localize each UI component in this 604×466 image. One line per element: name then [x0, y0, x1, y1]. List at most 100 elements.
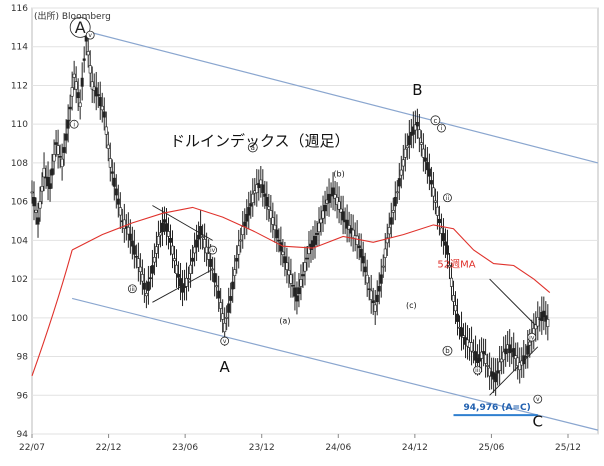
price-candle-body	[219, 302, 223, 309]
price-candle-body	[68, 106, 72, 110]
price-candle-body	[134, 256, 138, 258]
price-candle-body	[381, 265, 385, 268]
x-tick-label: 24/06	[325, 443, 351, 453]
price-candle-body	[365, 274, 369, 284]
price-candle-body	[225, 317, 229, 319]
price-candle-body	[331, 187, 335, 197]
y-tick-label: 102	[11, 275, 28, 285]
wave-labels: 94,976 (A=C)AABC(a)(b)(c)abcviiiiviviiii…	[69, 16, 543, 430]
price-candle-body	[411, 126, 415, 135]
wave-A-label: A	[220, 358, 231, 376]
price-bars	[30, 17, 550, 396]
price-candle-body	[156, 236, 160, 245]
price-candle-body	[339, 208, 343, 213]
price-candle-body	[90, 81, 94, 90]
price-candle-body	[395, 191, 399, 194]
price-candle-body	[323, 204, 327, 212]
grid	[31, 7, 599, 435]
price-candle-body	[480, 351, 484, 359]
price-candle-body	[421, 148, 425, 158]
x-tick-label: 23/06	[172, 443, 198, 453]
price-candle-body	[263, 193, 267, 197]
price-candle-body	[387, 227, 391, 235]
price-candle-body	[108, 158, 112, 168]
price-candle-body	[110, 171, 114, 174]
price-candle-body	[94, 87, 98, 97]
price-candle-body	[498, 361, 502, 371]
price-candle-body	[72, 73, 76, 78]
price-candle-body	[118, 207, 122, 216]
price-candle-body	[255, 184, 259, 194]
price-candle-body	[514, 355, 518, 359]
y-tick-label: 100	[11, 314, 28, 324]
price-candle-body	[289, 274, 293, 284]
roman-label-8-circle	[527, 332, 537, 342]
price-candle-body	[542, 310, 546, 318]
price-candle-body	[373, 304, 377, 312]
price-candle-body	[239, 239, 243, 242]
price-candle-body	[393, 197, 397, 207]
price-candle-body	[187, 278, 191, 280]
x-tick-label: 25/12	[555, 443, 581, 453]
price-candle-body	[32, 197, 36, 207]
price-candle-body	[453, 305, 457, 312]
price-candle-body	[142, 282, 146, 290]
x-tick-label: 22/12	[96, 443, 122, 453]
price-candle-body	[98, 97, 102, 107]
price-candle-body	[433, 200, 437, 203]
price-candle-body	[70, 87, 74, 97]
price-candle-body	[58, 156, 62, 158]
price-candle-body	[271, 217, 275, 225]
price-candle-body	[162, 219, 166, 223]
price-candle-body	[287, 270, 291, 276]
roman-label-5: i	[441, 125, 443, 132]
price-candle-body	[229, 296, 233, 301]
price-candle-body	[185, 277, 189, 287]
wave-A-circled-label-circle	[69, 16, 91, 38]
price-candle-body	[50, 168, 54, 176]
price-candle-body	[249, 203, 253, 207]
price-candle-body	[235, 257, 239, 262]
price-candle-body	[415, 121, 419, 127]
price-candle-body	[164, 223, 168, 232]
trend-lines	[71, 30, 599, 431]
price-candle-body	[136, 258, 140, 268]
price-candle-body	[112, 177, 116, 187]
price-candle-body	[335, 197, 339, 205]
price-candle-body	[516, 357, 520, 366]
price-candle-body	[78, 102, 82, 108]
sub-wave-a-label: (a)	[279, 317, 290, 326]
price-candle-body	[173, 258, 177, 262]
roman-label-5-circle	[437, 123, 446, 133]
price-candle-body	[437, 218, 441, 224]
price-candle-body	[193, 246, 197, 254]
roman-label-4: iv	[210, 247, 216, 254]
roman-label-1: i	[73, 121, 75, 128]
price-candle-body	[152, 257, 156, 263]
price-candle-body	[243, 221, 247, 227]
price-candle-body	[500, 358, 504, 363]
price-candle-body	[357, 245, 361, 249]
price-candle-body	[265, 197, 269, 207]
price-candle-body	[435, 206, 439, 216]
price-candle-body	[74, 81, 78, 90]
price-candle-body	[279, 242, 283, 252]
x-axis: 22/07 22/12 23/06 23/12 24/06 24/12 25/06 25/12	[19, 434, 581, 453]
price-candle-body	[80, 77, 84, 87]
price-candle-body	[191, 257, 195, 262]
x-tick-label: 25/06	[478, 443, 504, 453]
y-tick-label: 114	[11, 43, 28, 53]
price-candle-body	[166, 231, 170, 237]
price-candle-body	[399, 169, 403, 176]
price-candle-body	[60, 158, 64, 168]
price-candle-body	[321, 210, 325, 219]
price-candle-body	[389, 217, 393, 225]
y-tick-label: 96	[17, 391, 29, 401]
price-candle-body	[281, 251, 285, 255]
y-tick-label: 108	[11, 159, 28, 169]
circled-c-label: c	[433, 117, 437, 125]
price-candle-body	[221, 313, 225, 320]
price-candle-body	[213, 273, 217, 283]
price-candle-body	[293, 287, 297, 297]
price-candle-body	[96, 94, 100, 97]
